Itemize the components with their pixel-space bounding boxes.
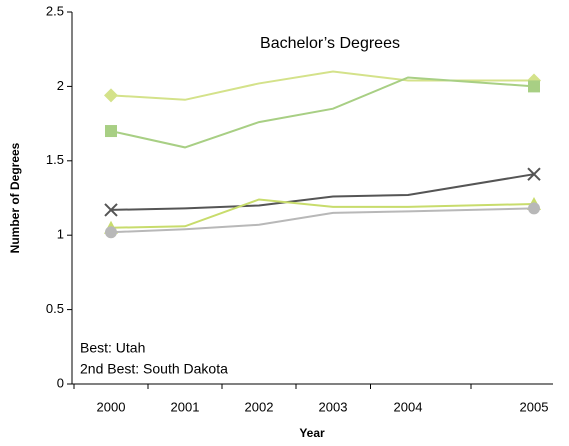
x-tick-label: 2005 (520, 399, 549, 414)
chart-title: Bachelor’s Degrees (260, 35, 400, 52)
line (110, 70, 534, 101)
line (110, 207, 535, 234)
annotation: 2nd Best: South Dakota (80, 361, 228, 377)
annotation: Best: Utah (80, 340, 145, 356)
x-tick-label: 2001 (171, 399, 200, 414)
x-tick-label: 2003 (319, 399, 348, 414)
y-tick-label: 2.5 (46, 3, 64, 18)
marker (105, 226, 117, 239)
marker (105, 125, 117, 138)
x-axis-label: Year (299, 426, 325, 440)
marker (104, 88, 118, 103)
line (110, 173, 535, 211)
line (110, 198, 535, 229)
marker (528, 80, 540, 93)
marker (104, 203, 118, 217)
x-tick-label: 2000 (97, 399, 126, 414)
x-tick-label: 2004 (394, 399, 423, 414)
y-tick-label: 0.5 (46, 301, 64, 316)
line (110, 76, 535, 149)
y-tick-label: 2 (57, 78, 64, 93)
y-axis-label: Number of Degrees (8, 142, 22, 253)
y-tick-label: 1.5 (46, 152, 64, 167)
y-tick-label: 1 (57, 227, 64, 242)
marker (528, 202, 540, 215)
y-tick-label: 0 (57, 375, 64, 390)
marker (527, 167, 541, 181)
x-tick-label: 2002 (245, 399, 274, 414)
